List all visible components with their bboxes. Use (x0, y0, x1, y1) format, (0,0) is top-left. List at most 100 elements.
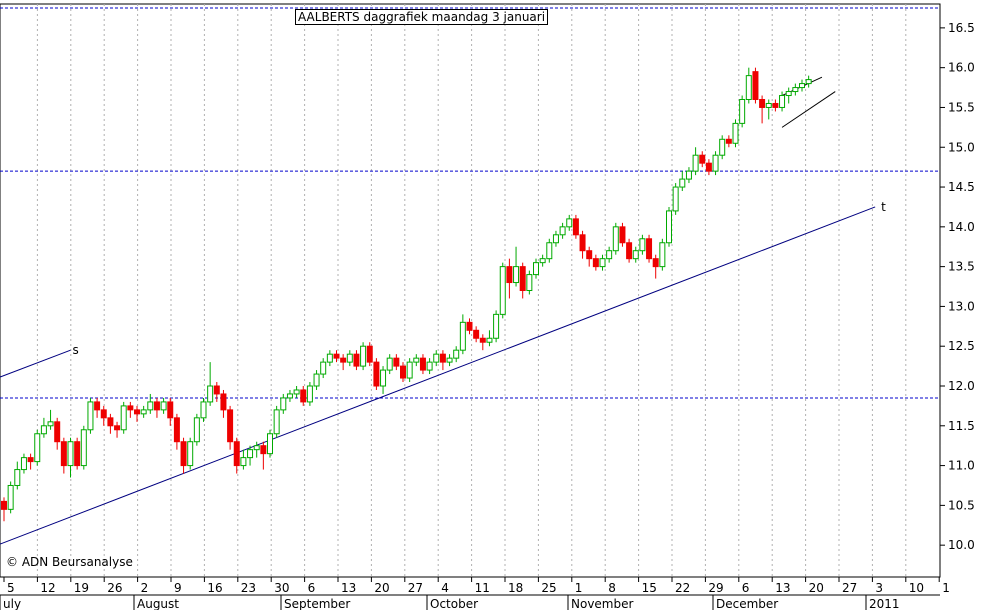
candle-body (1, 500, 7, 510)
candle (479, 334, 486, 351)
candle (326, 350, 333, 367)
candle-body (805, 79, 812, 85)
candle (732, 119, 739, 148)
candle-body (87, 401, 94, 431)
candle (572, 214, 579, 239)
candle-body (732, 122, 739, 144)
candle-body (559, 226, 566, 236)
candle-body (506, 266, 513, 284)
month-label: 2011 (869, 597, 900, 610)
candle-body (566, 218, 573, 228)
candle-body (699, 154, 706, 164)
candle-body (134, 409, 140, 415)
candle-body (413, 357, 420, 363)
candle-body (20, 457, 27, 471)
candle-body (772, 102, 779, 108)
candle-body (273, 409, 280, 435)
candle-body (419, 357, 426, 371)
candle-body (606, 250, 613, 260)
candle (207, 362, 214, 406)
trend-line (0, 206, 876, 545)
month-label: August (137, 597, 179, 610)
candle-body (153, 401, 160, 411)
candle-body (493, 313, 500, 339)
candle (606, 246, 613, 263)
candle (247, 445, 254, 466)
candle (612, 222, 619, 255)
candle-body (479, 337, 486, 343)
candle (406, 358, 413, 383)
candle (380, 366, 387, 394)
candle (120, 401, 127, 434)
candle-body (74, 441, 81, 467)
candle-body (719, 138, 726, 156)
candle-body (639, 238, 646, 252)
candle (619, 222, 626, 247)
candle (393, 354, 400, 371)
candle-body (513, 266, 520, 284)
candle (80, 425, 87, 470)
candle-body (446, 357, 453, 363)
candle-body (94, 401, 101, 411)
candle (67, 437, 74, 478)
candle-body (300, 389, 307, 403)
candle (513, 246, 520, 287)
candle-body (140, 409, 147, 415)
y-tick-label: 11.0 (948, 459, 975, 473)
candle (759, 95, 766, 124)
x-tick-label: 9 (174, 581, 182, 595)
candle-body (253, 445, 260, 451)
candle (725, 135, 732, 148)
candle (546, 238, 553, 263)
candle-body (406, 361, 413, 379)
x-tick-label: 3 (875, 581, 883, 595)
candle-body (679, 178, 686, 188)
candle (799, 79, 805, 92)
candle (805, 75, 812, 88)
candle-body (380, 369, 387, 387)
candle-body (180, 441, 187, 467)
candle (539, 254, 546, 267)
candle-body (473, 329, 480, 339)
candle (439, 350, 446, 371)
y-tick-label: 12.5 (948, 339, 975, 353)
candle (493, 310, 500, 343)
candle-body (685, 170, 692, 180)
candle-body (340, 357, 347, 363)
candle (712, 151, 719, 176)
candle (685, 167, 692, 184)
candle-body (353, 353, 360, 367)
candle-body (400, 365, 406, 379)
candle-body (725, 138, 732, 144)
y-tick-label: 15.0 (948, 140, 975, 154)
candle (253, 441, 260, 458)
candle (652, 254, 659, 279)
candle (373, 358, 380, 390)
candle-body (240, 457, 247, 467)
candle-body (705, 162, 712, 172)
candle-body (100, 409, 107, 419)
y-tick-label: 12.0 (948, 379, 975, 393)
candle (426, 358, 433, 375)
x-tick-label: 27 (408, 581, 423, 595)
candle-body (173, 417, 180, 443)
candle (273, 405, 280, 438)
candle (765, 99, 772, 120)
candle (313, 370, 320, 390)
candle (220, 389, 227, 418)
candle-body (127, 405, 134, 411)
candle-body (652, 258, 659, 268)
x-tick-label: 1 (575, 581, 583, 595)
y-tick-label: 16.0 (948, 61, 975, 75)
candle (533, 258, 539, 279)
candle-body (320, 361, 327, 375)
candle (692, 147, 699, 176)
candle (54, 417, 61, 450)
candle (739, 95, 746, 128)
candle-body (67, 441, 74, 467)
candle (153, 397, 160, 418)
x-tick-label: 2 (141, 581, 149, 595)
candle-body (739, 99, 746, 124)
y-tick-label: 14.5 (948, 180, 975, 194)
candle-body (646, 238, 653, 260)
